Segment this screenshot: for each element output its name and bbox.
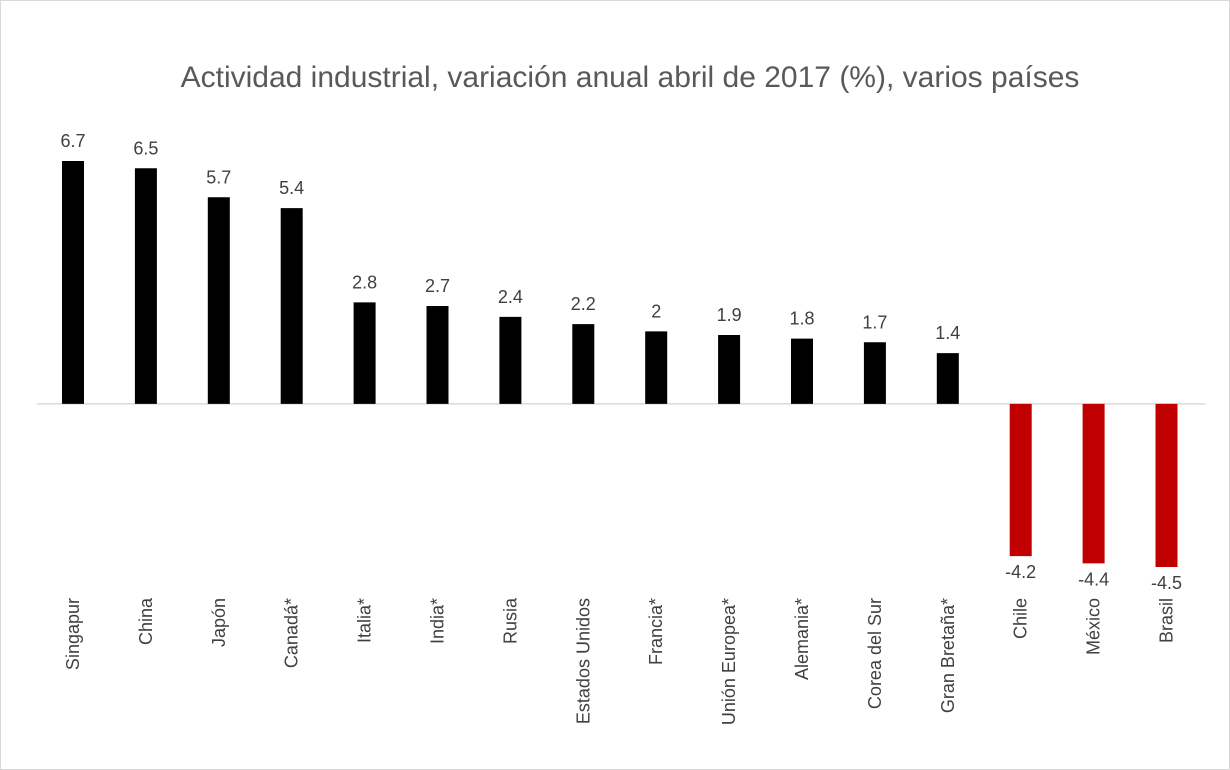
value-label: 1.9 bbox=[717, 305, 742, 325]
x-tick-label: Brasil bbox=[1157, 598, 1177, 643]
bar bbox=[936, 353, 959, 404]
bar bbox=[1009, 403, 1032, 557]
value-label: -4.5 bbox=[1151, 573, 1182, 593]
x-tick-label: India* bbox=[428, 598, 448, 644]
value-label: 2 bbox=[651, 301, 661, 321]
bar bbox=[62, 161, 84, 404]
bar bbox=[863, 342, 886, 404]
value-label: 6.7 bbox=[60, 131, 85, 151]
bar bbox=[1155, 403, 1178, 567]
bar bbox=[280, 208, 303, 404]
value-label: -4.4 bbox=[1078, 569, 1109, 589]
x-tick-label: Rusia bbox=[500, 597, 520, 644]
value-label: 2.2 bbox=[571, 294, 596, 314]
x-tick-label: Italia* bbox=[355, 598, 375, 643]
bar bbox=[645, 331, 668, 404]
value-label: 2.4 bbox=[498, 287, 523, 307]
bar bbox=[353, 302, 376, 404]
value-label: 5.7 bbox=[206, 167, 231, 187]
bar bbox=[499, 316, 522, 404]
x-tick-label: Unión Europea* bbox=[719, 598, 739, 725]
bar bbox=[718, 335, 741, 404]
value-label: 6.5 bbox=[133, 138, 158, 158]
bar bbox=[1082, 403, 1105, 564]
bar bbox=[572, 324, 595, 404]
x-tick-label: Corea del Sur bbox=[865, 598, 885, 709]
x-tick-label: Singapur bbox=[63, 598, 83, 670]
chart-title: Actividad industrial, variación anual ab… bbox=[180, 61, 1080, 94]
value-label: 2.7 bbox=[425, 276, 450, 296]
x-tick-label: Estados Unidos bbox=[573, 598, 593, 724]
x-tick-label: Francia* bbox=[646, 598, 666, 665]
x-tick-label: Canadá* bbox=[282, 598, 302, 668]
value-label: -4.2 bbox=[1005, 562, 1036, 582]
value-label: 5.4 bbox=[279, 178, 304, 198]
x-tick-label: Gran Bretaña* bbox=[938, 598, 958, 713]
value-label: 1.8 bbox=[789, 309, 814, 329]
value-label: 2.8 bbox=[352, 272, 377, 292]
bar bbox=[426, 306, 449, 404]
value-label: 1.7 bbox=[862, 312, 887, 332]
bar bbox=[207, 197, 230, 404]
bar bbox=[791, 338, 813, 404]
x-tick-label: Alemania* bbox=[792, 598, 812, 680]
x-tick-label: Chile bbox=[1011, 598, 1031, 639]
bar bbox=[134, 168, 157, 404]
x-tick-label: México bbox=[1084, 598, 1104, 655]
value-label: 1.4 bbox=[935, 323, 960, 343]
x-tick-label: China bbox=[136, 597, 156, 645]
x-tick-label: Japón bbox=[209, 598, 229, 647]
